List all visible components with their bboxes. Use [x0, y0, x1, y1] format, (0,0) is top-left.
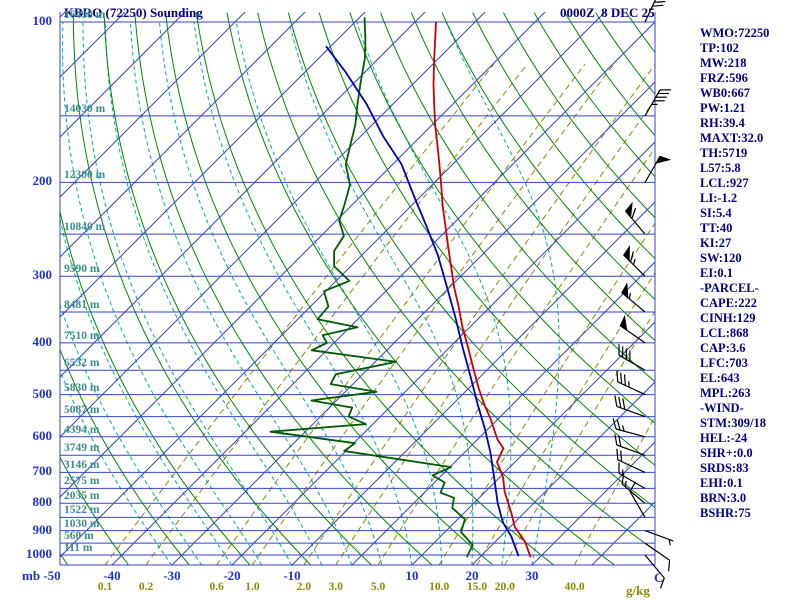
height-label: 2035 m — [64, 490, 100, 503]
pressure-label: 400 — [32, 333, 53, 349]
index-line: BSHR:75 — [700, 506, 751, 520]
mixing-ratio-label: 20.0 — [494, 581, 515, 593]
pressure-label: 200 — [32, 173, 53, 189]
mixing-ratio-label: 0.6 — [209, 581, 224, 593]
mixing-ratio-label: 10.0 — [429, 581, 450, 593]
height-label: 5087 m — [64, 403, 100, 416]
temp-tick-label: 10 — [405, 568, 419, 583]
height-label: 1030 m — [64, 517, 100, 530]
pressure-label: 600 — [32, 427, 53, 443]
index-line: LCL:927 — [700, 176, 749, 190]
height-label: 560 m — [64, 530, 94, 543]
mixing-unit-label: g/kg — [626, 583, 650, 598]
index-line: EI:0.1 — [700, 266, 733, 280]
index-line: -WIND- — [700, 401, 744, 415]
temp-tick-label: -50 — [43, 568, 61, 583]
index-line: LCL:868 — [700, 326, 749, 340]
height-label: 1522 m — [64, 504, 100, 517]
index-line: TT:40 — [700, 221, 733, 235]
height-label: 9590 m — [64, 263, 100, 276]
mixing-ratio-label: 40.0 — [564, 581, 585, 593]
height-label: 12300 m — [64, 169, 106, 182]
index-line: SW:120 — [700, 251, 742, 265]
index-line: CINH:129 — [700, 311, 756, 325]
temp-tick-label: -30 — [163, 568, 181, 583]
pressure-label: 100 — [32, 13, 53, 28]
index-line: SRDS:83 — [700, 461, 749, 475]
mixing-ratio-label: 2.0 — [296, 581, 312, 593]
pressure-label: 900 — [32, 521, 53, 537]
index-line: SI:5.4 — [700, 206, 732, 220]
temp-tick-label: 20 — [465, 568, 479, 583]
mixing-ratio-label: 3.0 — [328, 581, 343, 593]
pressure-label: 800 — [32, 494, 53, 510]
index-line: L57:5.8 — [700, 161, 741, 175]
pressure-label: 700 — [32, 463, 53, 479]
pressure-label: 1000 — [26, 546, 52, 561]
dry-adiabats — [60, 12, 655, 565]
dewpoint-trace — [269, 17, 474, 558]
mixing-ratio-label: 1.0 — [245, 581, 260, 593]
temp-tick-label: -40 — [103, 568, 121, 583]
index-line: RH:39.4 — [700, 116, 745, 130]
pressure-label: 300 — [32, 267, 53, 283]
index-line: KI:27 — [700, 236, 732, 250]
height-label: 111 m — [64, 542, 93, 554]
height-label: 10840 m — [64, 221, 106, 234]
index-line: CAP:3.6 — [700, 341, 746, 355]
sounding-title: KBRO (72250) Sounding — [64, 5, 203, 20]
index-line: EL:643 — [700, 371, 740, 385]
height-label: 5830 m — [64, 381, 100, 394]
index-line: LFC:703 — [700, 356, 748, 370]
height-label: 16490 m — [64, 9, 106, 21]
index-line: MW:218 — [700, 56, 747, 70]
temp-tick-label: -20 — [223, 568, 241, 583]
index-line: FRZ:596 — [700, 71, 748, 85]
temp-tick-label: -10 — [283, 568, 301, 583]
pressure-label: 500 — [32, 385, 53, 401]
height-label: 14030 m — [64, 102, 106, 115]
valid-time: 0000Z 8 DEC 25 — [560, 5, 655, 20]
plot-frame — [59, 12, 656, 566]
height-label: 4394 m — [64, 423, 100, 436]
mixing-ratio-lines — [104, 63, 655, 565]
wetbulb-trace — [325, 45, 520, 557]
index-line: -PARCEL- — [700, 281, 759, 295]
mixing-ratio-label: 15.0 — [466, 581, 488, 593]
index-line: PW:1.21 — [700, 101, 746, 115]
mixing-ratio-label: 0.1 — [97, 581, 113, 593]
index-line: HEL:-24 — [700, 431, 748, 445]
index-line: MAXT:32.0 — [700, 131, 764, 145]
index-line: LI:-1.2 — [700, 191, 738, 205]
index-line: BRN:3.0 — [700, 491, 747, 505]
index-line: EHI:0.1 — [700, 476, 743, 490]
index-line: SHR+:0.0 — [700, 446, 753, 460]
isotherms — [60, 12, 655, 565]
height-label: 3146 m — [64, 459, 100, 472]
index-line: WMO:72250 — [700, 26, 770, 40]
index-line: TH:5719 — [700, 146, 748, 160]
temperature-trace — [432, 21, 532, 558]
temp-tick-label: 30 — [525, 568, 539, 583]
height-label: 2575 m — [64, 475, 100, 488]
height-label: 8481 m — [64, 299, 100, 311]
index-line: CAPE:222 — [700, 296, 757, 310]
index-line: TP:102 — [700, 41, 739, 55]
index-line: MPL:263 — [700, 386, 751, 400]
index-line: WB0:667 — [700, 86, 750, 100]
mixing-ratio-label: 0.2 — [138, 581, 154, 593]
mixing-ratio-label: 5.0 — [370, 581, 386, 593]
index-line: STM:309/18 — [700, 416, 766, 430]
wind-barbs — [612, 0, 674, 589]
height-label: 6532 m — [64, 357, 100, 370]
height-label: 3749 m — [64, 442, 100, 455]
pressure-unit-label: mb — [22, 568, 41, 583]
height-label: 7510 m — [64, 329, 100, 342]
temp-unit-label: C — [654, 570, 664, 585]
